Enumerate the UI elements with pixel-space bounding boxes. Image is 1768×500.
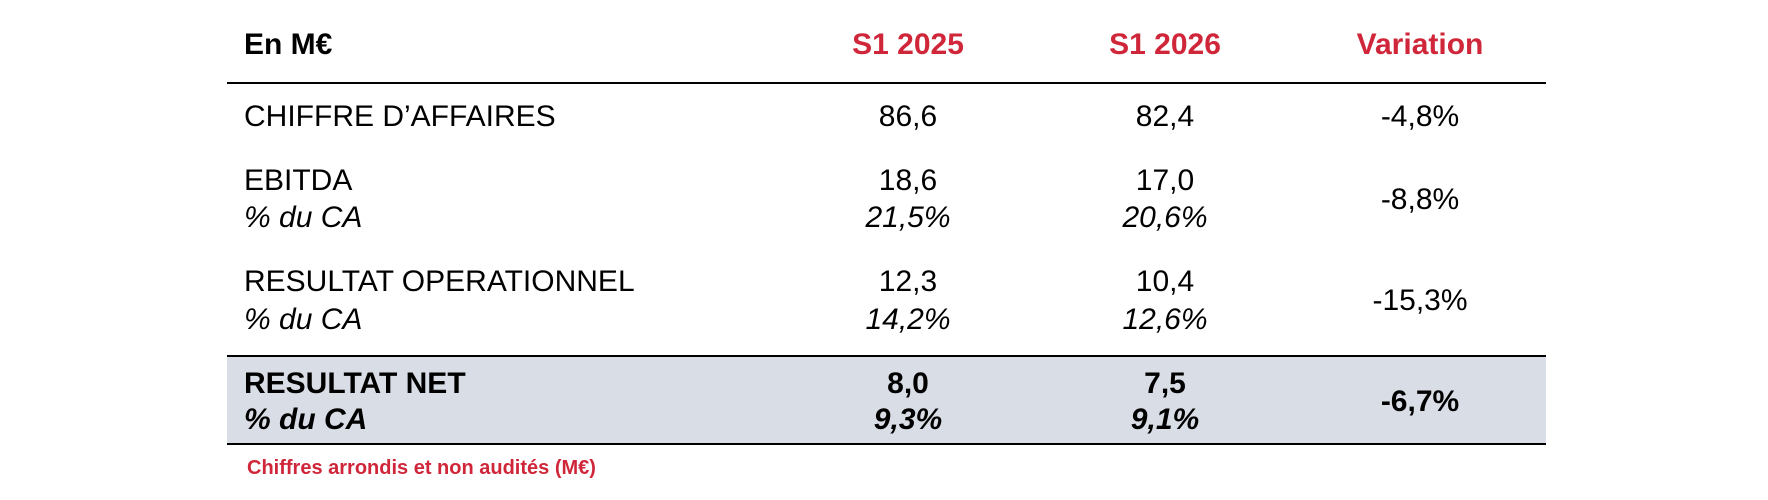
row-label: EBITDA bbox=[244, 164, 353, 197]
value-cell: 12,3 bbox=[878, 265, 938, 298]
value-cell: 82,4 bbox=[1135, 100, 1195, 133]
header-rule bbox=[227, 82, 1546, 84]
row-sublabel: % du CA bbox=[244, 201, 363, 234]
value-cell: 8,0 bbox=[887, 367, 929, 400]
header-cell: S1 2025 bbox=[852, 28, 964, 61]
row-sublabel: % du CA bbox=[244, 403, 368, 436]
margin-cell: 21,5% bbox=[865, 201, 951, 234]
margin-cell: 14,2% bbox=[865, 303, 951, 336]
header-cell: S1 2026 bbox=[1109, 28, 1221, 61]
value-cell: 7,5 bbox=[1144, 367, 1186, 400]
value-cell: 86,6 bbox=[878, 100, 938, 133]
row-sublabel: % du CA bbox=[244, 303, 363, 336]
margin-cell: 12,6% bbox=[1122, 303, 1208, 336]
variation-cell: -15,3% bbox=[1372, 284, 1468, 317]
highlight-band bbox=[227, 356, 1546, 444]
variation-cell: -4,8% bbox=[1380, 100, 1460, 133]
row-label: CHIFFRE D’AFFAIRES bbox=[244, 100, 556, 133]
variation-cell: -6,7% bbox=[1380, 385, 1460, 418]
band-top-rule bbox=[227, 355, 1546, 357]
variation-cell: -8,8% bbox=[1380, 182, 1460, 216]
margin-cell: 9,3% bbox=[873, 403, 943, 436]
footnote: Chiffres arrondis et non audités (M€) bbox=[247, 457, 596, 479]
value-cell: 18,6 bbox=[878, 164, 938, 197]
row-label: RESULTAT NET bbox=[244, 367, 466, 400]
header-cell: En M€ bbox=[244, 28, 333, 61]
margin-cell: 9,1% bbox=[1130, 403, 1200, 436]
row-label: RESULTAT OPERATIONNEL bbox=[244, 265, 635, 298]
band-bottom-rule bbox=[227, 443, 1546, 445]
margin-cell: 20,6% bbox=[1122, 201, 1208, 234]
value-cell: 17,0 bbox=[1135, 164, 1195, 197]
value-cell: 10,4 bbox=[1135, 265, 1195, 298]
header-cell: Variation bbox=[1356, 28, 1484, 61]
